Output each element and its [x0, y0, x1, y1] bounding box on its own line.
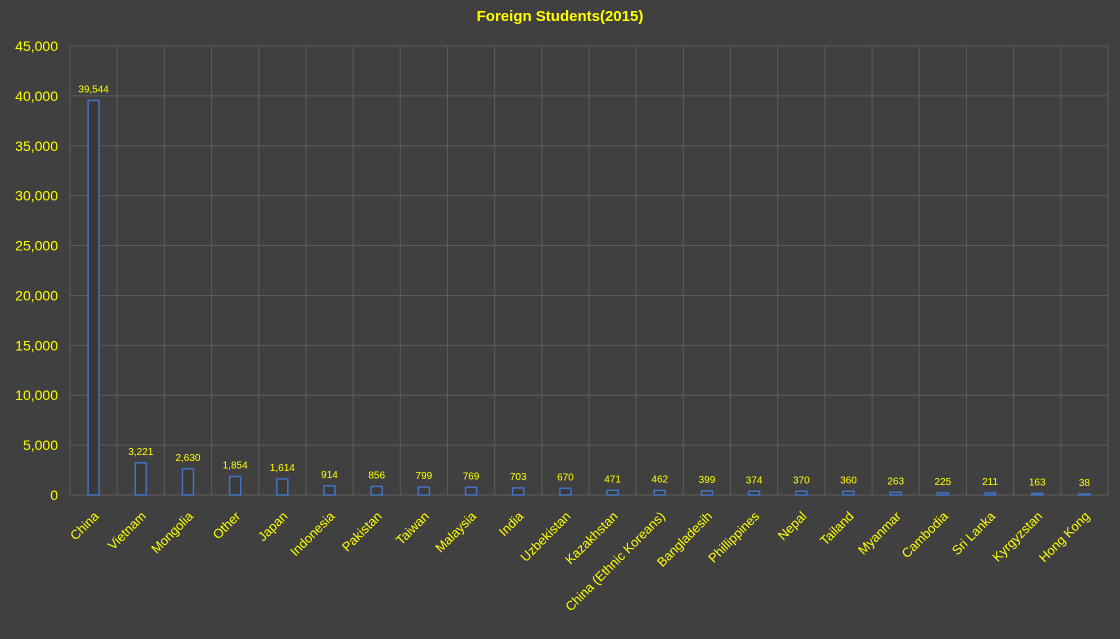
- bar: [1078, 493, 1091, 496]
- bar: [747, 490, 761, 496]
- data-label: 462: [651, 474, 668, 485]
- chart-title: Foreign Students(2015): [476, 8, 644, 25]
- bar: [936, 492, 950, 496]
- data-label: 39,544: [78, 84, 109, 95]
- x-tick-label: Taiwan: [393, 509, 432, 548]
- bar: [606, 489, 619, 496]
- y-tick-label: 0: [50, 487, 58, 503]
- x-tick-label: Myanmar: [855, 508, 904, 557]
- data-label: 703: [510, 472, 527, 483]
- x-tick-label: Cambodia: [898, 508, 951, 561]
- data-label: 2,630: [175, 453, 200, 464]
- data-label: 1,614: [270, 463, 295, 474]
- bar: [417, 486, 431, 496]
- bar: [87, 99, 100, 496]
- data-label: 360: [840, 475, 857, 486]
- x-tick-label: Nepal: [775, 508, 810, 543]
- bar: [276, 478, 289, 496]
- x-tick-label: Japan: [255, 509, 291, 545]
- y-tick-label: 5,000: [23, 437, 58, 453]
- x-tick-label: Mongolia: [148, 508, 196, 556]
- bar: [134, 462, 148, 496]
- y-tick-label: 45,000: [15, 38, 58, 54]
- x-tick-label: Sri Lanka: [949, 508, 999, 558]
- y-tick-label: 40,000: [15, 88, 58, 104]
- y-tick-label: 20,000: [15, 287, 58, 303]
- data-label: 225: [935, 477, 952, 488]
- data-label: 471: [604, 474, 621, 485]
- bar: [842, 490, 855, 496]
- data-label: 399: [699, 475, 716, 486]
- data-label: 914: [321, 470, 338, 481]
- x-tick-label: China: [67, 508, 102, 543]
- bar: [559, 487, 572, 496]
- data-label: 856: [368, 470, 385, 481]
- data-label: 38: [1079, 478, 1091, 489]
- y-tick-label: 30,000: [15, 188, 58, 204]
- data-label: 211: [982, 477, 998, 488]
- x-tick-label: Malaysia: [432, 508, 479, 555]
- y-tick-label: 35,000: [15, 138, 58, 154]
- bar: [653, 489, 667, 496]
- data-label: 370: [793, 475, 810, 486]
- bar: [795, 490, 808, 496]
- data-label: 263: [887, 476, 904, 487]
- bar: [228, 475, 242, 496]
- y-tick-label: 10,000: [15, 387, 58, 403]
- bar: [700, 490, 714, 496]
- x-tick-label: Other: [210, 508, 244, 542]
- x-tick-label: India: [496, 508, 527, 539]
- data-label: 374: [746, 475, 763, 486]
- data-label: 3,221: [128, 447, 153, 458]
- y-tick-label: 25,000: [15, 238, 58, 254]
- x-tick-label: Phillippines: [705, 508, 762, 565]
- bar: [889, 491, 902, 496]
- bar: [464, 486, 478, 496]
- bar: [1030, 492, 1044, 496]
- data-label: 670: [557, 472, 574, 483]
- bar: [983, 492, 997, 496]
- bar: [511, 487, 525, 496]
- data-label: 769: [463, 471, 480, 482]
- data-label: 1,854: [223, 461, 248, 472]
- x-tick-label: Tailand: [817, 509, 857, 549]
- x-tick-label: Hong Kong: [1036, 509, 1093, 566]
- x-tick-label: Vietnam: [105, 509, 149, 553]
- data-label: 799: [416, 471, 433, 482]
- x-tick-label: Pakistan: [339, 509, 385, 555]
- bar: [323, 485, 336, 496]
- bar: [370, 485, 383, 496]
- y-tick-label: 15,000: [15, 337, 58, 353]
- data-label: 163: [1029, 477, 1046, 488]
- x-tick-label: Indonesia: [287, 508, 338, 559]
- bar: [181, 468, 195, 496]
